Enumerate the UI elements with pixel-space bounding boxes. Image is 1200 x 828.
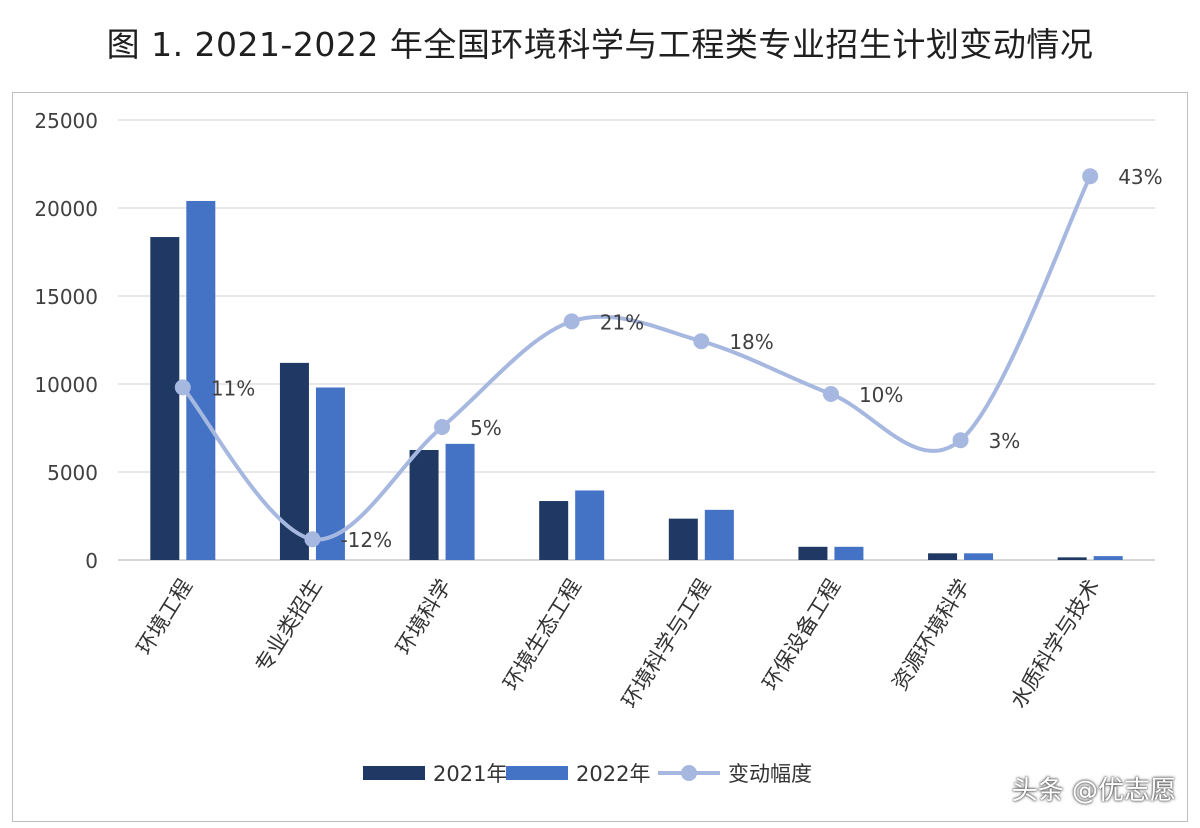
bar-2021 (798, 546, 828, 560)
bar-2022 (704, 509, 734, 560)
change-data-label: 18% (729, 330, 773, 354)
change-point (693, 333, 710, 350)
change-point (304, 531, 321, 548)
x-tick-label: 资源环境科学 (888, 575, 975, 695)
x-tick-label: 环保设备工程 (758, 575, 845, 695)
x-tick-label: 环境工程 (132, 575, 197, 659)
change-data-label: 10% (859, 383, 903, 407)
plot-frame (12, 92, 1188, 822)
bar-2022 (964, 553, 994, 560)
legend-label-2022: 2022年 (576, 762, 651, 786)
legend-swatch-2021 (363, 766, 425, 780)
bar-2021 (539, 501, 569, 560)
credit-watermark: 头条 @优志愿 (1011, 776, 1176, 806)
change-data-label: 21% (600, 310, 644, 334)
y-tick-label: 5000 (47, 461, 98, 485)
change-data-label: -12% (340, 528, 392, 552)
change-point (952, 432, 969, 449)
bar-2022 (1093, 556, 1123, 560)
legend-label-2021: 2021年 (433, 762, 508, 786)
legend-item-2021: 2021年 (363, 758, 507, 788)
x-tick-label: 环境生态工程 (499, 575, 586, 695)
bar-2021 (668, 518, 698, 560)
y-tick-label: 25000 (34, 109, 98, 133)
y-tick-label: 0 (85, 549, 98, 573)
x-tick-label: 环境科学与工程 (617, 575, 715, 712)
legend-item-2022: 2022年 (506, 758, 650, 788)
legend: 2021年 2022年 变动幅度 (0, 758, 1200, 788)
x-tick-label: 水质科学与技术 (1006, 575, 1104, 712)
change-data-label: 5% (470, 416, 502, 440)
legend-label-change: 变动幅度 (728, 762, 812, 786)
change-data-label: 11% (211, 376, 255, 400)
change-point (563, 313, 580, 330)
bar-2021 (409, 450, 439, 560)
bar-2022 (186, 200, 216, 560)
legend-swatch-2022 (506, 766, 568, 780)
x-tick-label: 环境科学 (391, 575, 456, 659)
bar-2021 (1057, 557, 1087, 560)
chart-title: 图 1. 2021-2022 年全国环境科学与工程类专业招生计划变动情况 (106, 25, 1094, 64)
bar-2021 (928, 553, 958, 560)
change-data-label: 3% (989, 429, 1021, 453)
bar-2021 (279, 362, 309, 560)
change-data-label: 43% (1118, 165, 1162, 189)
y-tick-label: 15000 (34, 285, 98, 309)
y-tick-label: 20000 (34, 197, 98, 221)
change-point (434, 419, 451, 435)
bar-2022 (445, 443, 475, 560)
bar-2022 (834, 546, 864, 560)
legend-item-change: 变动幅度 (658, 758, 812, 788)
bar-2021 (150, 237, 180, 561)
y-tick-label: 10000 (34, 373, 98, 397)
change-point (1082, 168, 1099, 185)
x-tick-label: 专业类招生 (251, 575, 327, 677)
change-point (174, 379, 191, 396)
legend-line-change (658, 763, 720, 783)
bar-2022 (575, 490, 605, 560)
change-point (822, 386, 839, 402)
